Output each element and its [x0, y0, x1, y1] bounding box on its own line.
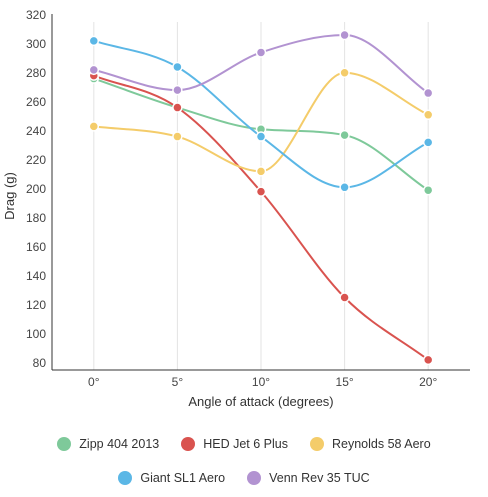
y-axis-title: Drag (g) [2, 172, 17, 220]
legend-swatch [57, 437, 72, 451]
y-tick-labels: 80 100 120 140 160 180 200 220 240 260 280 300 320 [26, 8, 46, 370]
x-tick-labels: 0° 5° 10° 15° 20° [88, 375, 437, 389]
data-point-hed-jet-6-plus[interactable] [255, 186, 267, 197]
data-point-zipp-404-2013[interactable] [339, 129, 350, 141]
data-point-reynolds-58-aero[interactable] [88, 121, 100, 132]
legend-label: Venn Rev 35 TUC [269, 471, 370, 485]
series-points [88, 29, 434, 366]
data-point-venn-rev-35-tuc[interactable] [172, 84, 183, 96]
legend-label: Giant SL1 Aero [140, 471, 226, 485]
data-point-venn-rev-35-tuc[interactable] [422, 87, 434, 99]
x-tick-label: 20° [419, 375, 437, 389]
legend-item-giant-sl1-aero[interactable]: Giant SL1 Aero [118, 471, 225, 485]
y-tick-label: 200 [26, 182, 46, 196]
legend-label: HED Jet 6 Plus [203, 437, 288, 451]
data-point-giant-sl1-aero[interactable] [88, 35, 100, 47]
legend-swatch [247, 471, 262, 485]
legend-label: Reynolds 58 Aero [332, 437, 431, 451]
y-tick-label: 280 [26, 66, 46, 80]
legend-row-1: Zipp 404 2013 HED Jet 6 Plus Reynolds 58… [0, 437, 488, 451]
data-point-reynolds-58-aero[interactable] [422, 109, 434, 121]
y-tick-label: 100 [26, 327, 46, 341]
data-point-giant-sl1-aero[interactable] [339, 182, 350, 193]
x-tick-label: 5° [172, 375, 184, 389]
legend-label: Zipp 404 2013 [79, 437, 160, 451]
y-tick-label: 220 [26, 153, 46, 167]
data-point-reynolds-58-aero[interactable] [339, 67, 350, 78]
data-point-hed-jet-6-plus[interactable] [422, 354, 434, 366]
legend-item-zipp-404-2013[interactable]: Zipp 404 2013 [57, 437, 159, 451]
y-tick-label: 320 [26, 8, 46, 22]
legend-row-2: Giant SL1 Aero Venn Rev 35 TUC [0, 471, 488, 485]
legend-item-reynolds-58-aero[interactable]: Reynolds 58 Aero [310, 437, 431, 451]
y-tick-label: 240 [26, 124, 46, 138]
legend-swatch [118, 471, 133, 485]
data-point-reynolds-58-aero[interactable] [255, 166, 267, 177]
x-tick-label: 0° [88, 375, 100, 389]
data-point-hed-jet-6-plus[interactable] [339, 292, 350, 303]
y-tick-label: 260 [26, 95, 46, 109]
line-chart: 80 100 120 140 160 180 200 220 240 260 280 300 320 0… [2, 8, 470, 409]
data-point-giant-sl1-aero[interactable] [255, 131, 267, 142]
data-point-venn-rev-35-tuc[interactable] [339, 29, 350, 41]
legend-swatch [181, 437, 196, 451]
legend-item-venn-rev-35-tuc[interactable]: Venn Rev 35 TUC [247, 471, 370, 485]
data-point-zipp-404-2013[interactable] [422, 184, 434, 196]
y-tick-label: 180 [26, 211, 46, 225]
legend-swatch [310, 437, 324, 451]
y-tick-label: 160 [26, 240, 46, 254]
data-point-venn-rev-35-tuc[interactable] [255, 47, 267, 58]
data-point-giant-sl1-aero[interactable] [172, 61, 183, 73]
data-point-giant-sl1-aero[interactable] [422, 137, 434, 148]
y-tick-label: 300 [26, 37, 46, 51]
y-tick-label: 140 [26, 269, 46, 283]
axes [51, 14, 470, 371]
x-tick-label: 10° [252, 375, 270, 389]
data-point-venn-rev-35-tuc[interactable] [88, 64, 100, 76]
data-point-reynolds-58-aero[interactable] [172, 131, 183, 142]
y-tick-label: 80 [33, 356, 47, 370]
x-axis-title: Angle of attack (degrees) [188, 394, 333, 409]
x-tick-label: 15° [336, 375, 354, 389]
legend-item-hed-jet-6-plus[interactable]: HED Jet 6 Plus [181, 437, 288, 451]
y-tick-label: 120 [26, 298, 46, 312]
data-point-hed-jet-6-plus[interactable] [172, 102, 183, 113]
